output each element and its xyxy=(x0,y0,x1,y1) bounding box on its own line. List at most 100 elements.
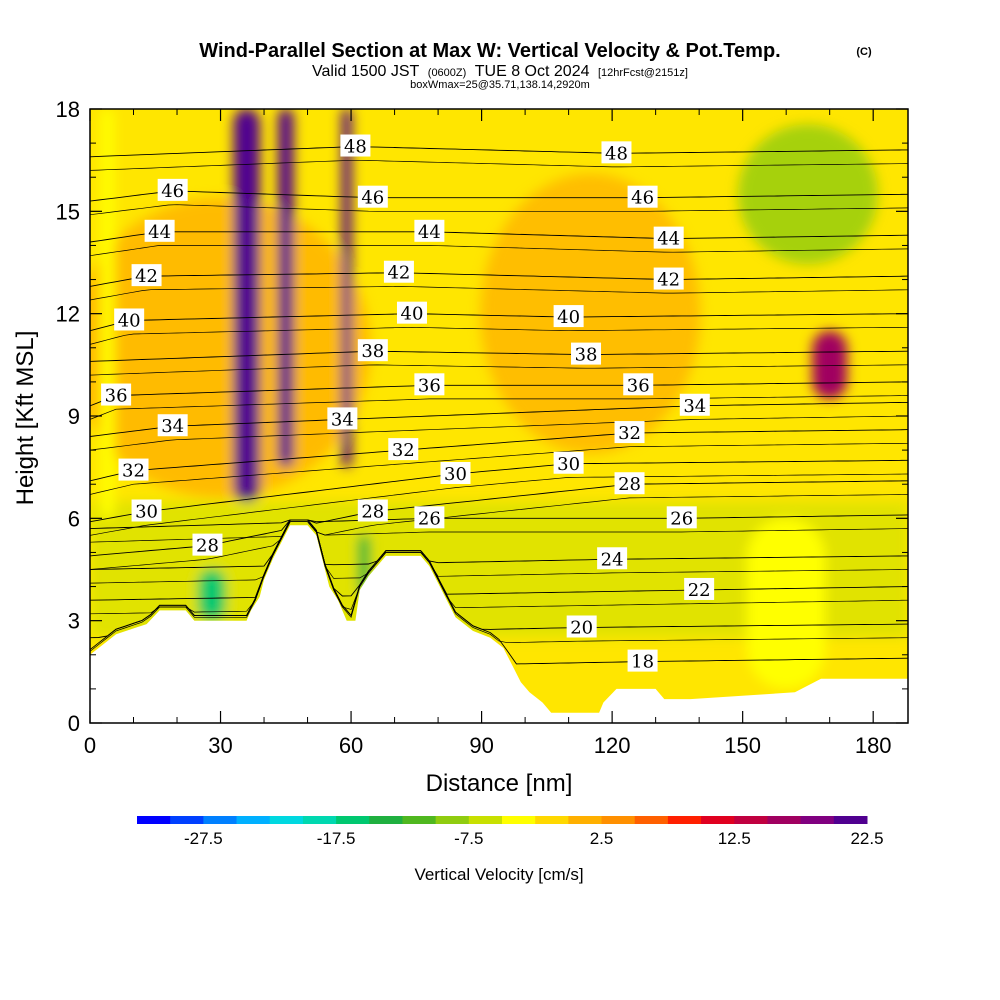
colorbar-swatch xyxy=(800,816,835,824)
chart-title: Wind-Parallel Section at Max W: Vertical… xyxy=(199,40,780,62)
x-tick-label: 0 xyxy=(84,733,96,758)
forecast-info: [12hrFcst@2151z] xyxy=(598,67,688,79)
theta-label-text: 32 xyxy=(618,423,641,444)
x-axis: 0 30 60 90 120 150 180 xyxy=(84,109,892,758)
colorbar-swatch xyxy=(269,816,304,824)
theta-label: 30 xyxy=(440,461,471,485)
theta-label: 48 xyxy=(340,134,371,158)
theta-label-text: 22 xyxy=(688,580,711,601)
theta-label: 46 xyxy=(627,185,658,209)
theta-contour-line xyxy=(90,480,908,557)
theta-label-text: 28 xyxy=(361,502,384,523)
theta-contour-line xyxy=(90,494,908,570)
vv-feature xyxy=(812,330,848,399)
colorbar-tick-label: -27.5 xyxy=(184,829,223,848)
theta-label: 18 xyxy=(627,649,658,673)
theta-label-text: 40 xyxy=(118,310,141,331)
x-tick-label: 150 xyxy=(724,733,761,758)
theta-label-text: 34 xyxy=(331,409,354,430)
theta-label: 34 xyxy=(327,407,358,430)
colorbar-swatch xyxy=(137,816,171,824)
theta-label: 20 xyxy=(566,615,597,638)
theta-label-text: 30 xyxy=(557,454,580,475)
theta-label-text: 40 xyxy=(401,304,424,325)
theta-contour-line xyxy=(90,521,908,543)
theta-label-text: 30 xyxy=(135,502,158,523)
theta-label: 38 xyxy=(357,339,388,362)
vv-band-upper-east xyxy=(737,124,878,265)
x-tick-label: 30 xyxy=(208,733,232,758)
theta-label: 44 xyxy=(653,226,684,250)
theta-label: 38 xyxy=(571,342,602,366)
theta-label-text: 26 xyxy=(418,508,441,529)
velocity-field xyxy=(90,109,908,689)
theta-label-text: 32 xyxy=(392,440,415,461)
theta-label: 28 xyxy=(357,499,388,523)
theta-label: 46 xyxy=(157,178,188,202)
theta-contour-line xyxy=(90,381,908,407)
vv-feature xyxy=(100,109,114,519)
colorbar-swatch xyxy=(170,816,204,824)
theta-label: 42 xyxy=(653,267,684,291)
theta-label: 46 xyxy=(357,185,388,209)
theta-contour-line xyxy=(90,519,908,639)
colorbar-swatch xyxy=(568,816,603,824)
colorbar-swatch xyxy=(502,816,536,824)
theta-label: 40 xyxy=(396,301,427,325)
vv-feature xyxy=(747,518,826,689)
colorbar-tick-label: 22.5 xyxy=(850,829,883,848)
x-tick-label: 90 xyxy=(469,733,493,758)
theta-contour-line xyxy=(90,313,908,332)
theta-contour-line xyxy=(90,519,908,570)
vv-feature-core xyxy=(344,109,350,378)
theta-label-text: 44 xyxy=(657,229,680,250)
theta-label: 36 xyxy=(623,373,654,396)
colorbar xyxy=(137,816,868,824)
colorbar-swatch xyxy=(701,816,735,824)
theta-label: 36 xyxy=(414,373,445,396)
colorbar-swatch xyxy=(734,816,768,824)
theta-label-text: 46 xyxy=(161,181,184,202)
valid-time-line: Valid 1500 JST (0600Z) TUE 8 Oct 2024 [1… xyxy=(312,63,688,80)
theta-label: 44 xyxy=(144,219,175,243)
theta-label: 44 xyxy=(414,219,445,243)
colorbar-swatch xyxy=(302,816,337,824)
terrain xyxy=(90,525,908,723)
y-tick-label: 15 xyxy=(56,199,80,224)
colorbar-swatch xyxy=(236,816,271,824)
y-tick-label: 0 xyxy=(68,711,80,736)
theta-contour-line xyxy=(90,521,908,584)
theta-label-text: 38 xyxy=(575,345,598,366)
theta-contour-line xyxy=(90,395,908,420)
theta-contour-line xyxy=(90,364,908,376)
colorbar-swatch xyxy=(535,816,569,824)
theta-contour-line xyxy=(90,519,908,601)
colorbar-tick-label: -17.5 xyxy=(317,829,356,848)
valid-utc: (0600Z) xyxy=(428,67,467,79)
theta-label-text: 32 xyxy=(122,461,145,482)
theta-contour-line xyxy=(90,204,908,216)
theta-label: 22 xyxy=(684,577,715,601)
theta-label: 40 xyxy=(114,308,145,331)
colorbar-title: Vertical Velocity [cm/s] xyxy=(414,865,583,884)
colorbar-ticks: -27.5 -17.5 -7.5 2.5 12.5 22.5 xyxy=(184,829,884,848)
theta-label: 32 xyxy=(614,421,645,444)
theta-label-text: 26 xyxy=(670,508,693,529)
theta-contour-line xyxy=(90,286,908,301)
theta-label: 42 xyxy=(131,264,162,287)
theta-label: 36 xyxy=(101,383,132,407)
colorbar-tick-label: 12.5 xyxy=(718,829,751,848)
copyright-mark: (C) xyxy=(856,46,872,58)
theta-label: 28 xyxy=(614,472,645,495)
colorbar-swatch xyxy=(634,816,669,824)
theta-contour-line xyxy=(90,146,908,158)
theta-label-text: 46 xyxy=(361,188,384,209)
theta-label-text: 34 xyxy=(161,416,184,437)
theta-label: 24 xyxy=(597,547,628,570)
y-tick-label: 3 xyxy=(68,609,80,634)
colorbar-tick-label: 2.5 xyxy=(590,829,614,848)
theta-label: 34 xyxy=(157,414,188,437)
